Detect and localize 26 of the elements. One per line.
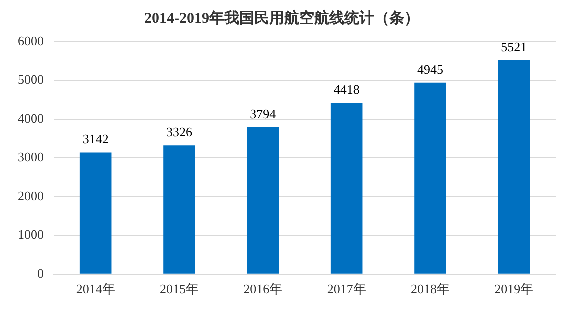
- x-tick-label: 2018年: [411, 282, 450, 297]
- x-tick-label: 2017年: [327, 282, 366, 297]
- y-tick-label: 6000: [18, 33, 44, 48]
- x-tick-label: 2015年: [160, 282, 199, 297]
- bar: [164, 146, 196, 274]
- y-tick-label: 2000: [18, 188, 44, 204]
- data-label: 3142: [82, 132, 109, 147]
- x-tick-label: 2019年: [494, 282, 534, 297]
- y-tick-label: 5000: [18, 72, 44, 88]
- bar: [498, 60, 530, 274]
- x-tick-label: 2014年: [76, 282, 116, 297]
- data-label: 4945: [418, 62, 444, 77]
- data-label: 4418: [334, 82, 360, 98]
- bar: [247, 127, 280, 274]
- y-tick-label: 1000: [18, 227, 44, 242]
- data-label: 3326: [166, 124, 193, 140]
- bar: [80, 152, 112, 274]
- y-tick-label: 3000: [18, 150, 44, 165]
- bar: [414, 82, 446, 274]
- data-label: 5521: [501, 39, 528, 54]
- bar: [330, 103, 363, 274]
- x-tick-label: 2016年: [244, 282, 283, 297]
- y-tick-label: 0: [38, 266, 44, 281]
- chart-title: 2014-2019年我国民用航空航线统计（条）: [144, 8, 420, 27]
- y-tick-label: 4000: [18, 110, 44, 126]
- data-label: 3794: [250, 106, 277, 122]
